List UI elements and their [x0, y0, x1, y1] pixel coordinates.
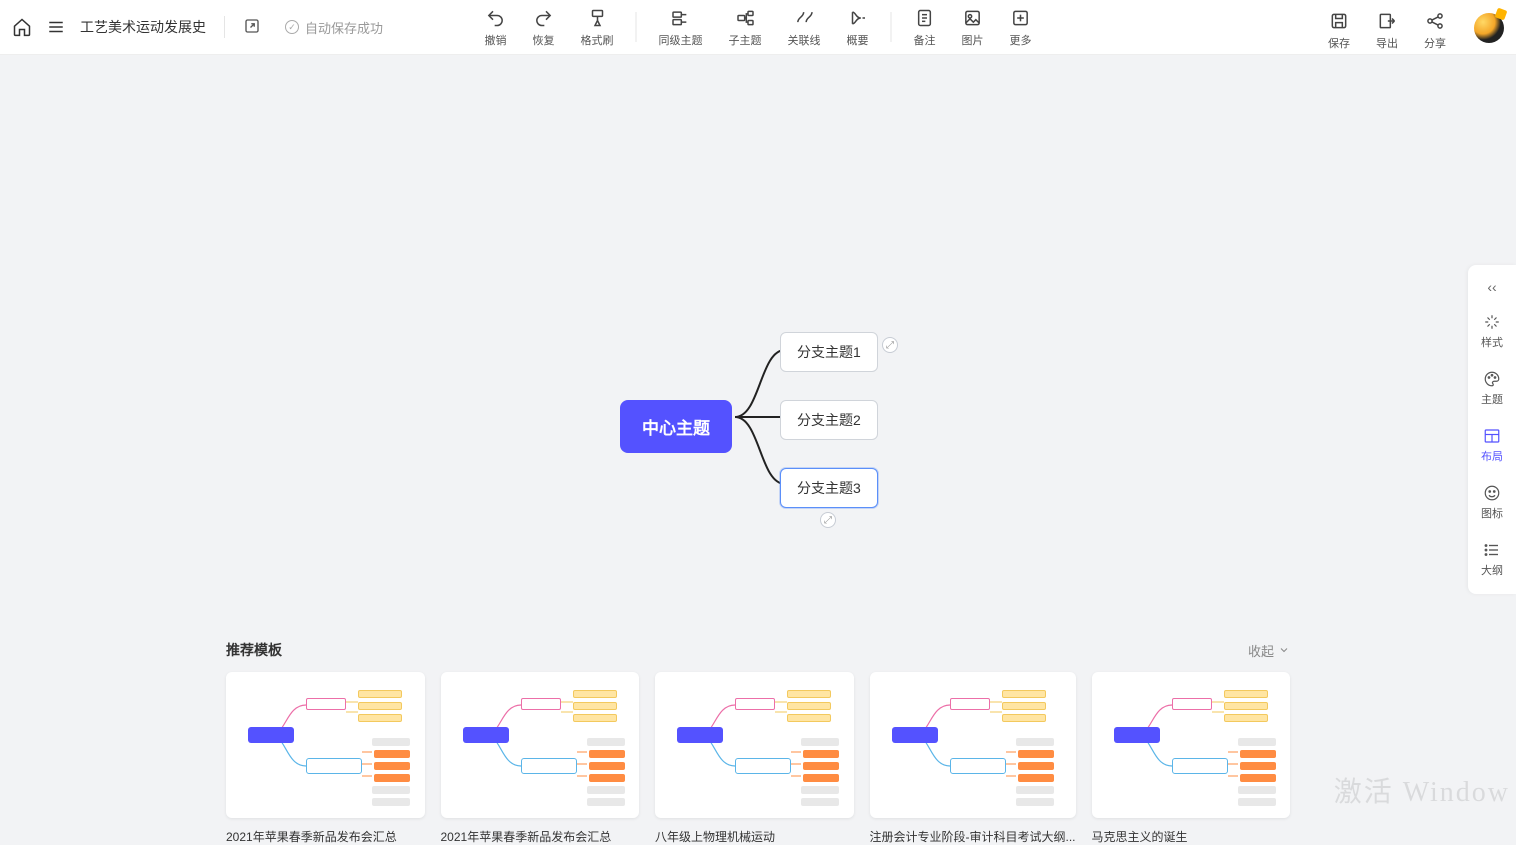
plus-icon [1011, 8, 1031, 28]
side-item-style[interactable]: 样式 [1468, 305, 1516, 358]
template-card[interactable]: 2021年苹果春季新品发布会汇总 [441, 672, 640, 845]
link-button[interactable]: 关联线 [776, 8, 833, 48]
save-icon [1329, 11, 1349, 31]
autosave-text: 自动保存成功 [305, 18, 383, 37]
layout-icon [1483, 427, 1501, 445]
emoji-icon [1483, 484, 1501, 502]
popout-icon[interactable] [243, 17, 263, 37]
side-item-outline[interactable]: 大纲 [1468, 533, 1516, 586]
list-icon [1483, 541, 1501, 559]
sparkle-icon [1483, 313, 1501, 331]
format-painter-button[interactable]: 格式刷 [569, 8, 626, 48]
templates-collapse-button[interactable]: 收起 [1248, 641, 1290, 660]
redo-button[interactable]: 恢复 [521, 8, 567, 48]
note-button[interactable]: 备注 [902, 8, 948, 48]
divider [224, 16, 225, 38]
template-card[interactable]: 马克思主义的诞生 [1092, 672, 1291, 845]
templates-row: 2021年苹果春季新品发布会汇总 2021年苹果春季新品发布会汇总 [226, 672, 1290, 845]
hamburger-icon[interactable] [46, 17, 66, 37]
windows-watermark: 激活 Window [1334, 770, 1510, 810]
template-card[interactable]: 注册会计专业阶段-审计科目考试大纲... [870, 672, 1076, 845]
chevron-down-icon [1278, 644, 1290, 656]
templates-title: 推荐模板 [226, 640, 282, 660]
undo-button[interactable]: 撤销 [473, 8, 519, 48]
toolbar: 工艺美术运动发展史 ✓ 自动保存成功 撤销 恢复 格式刷 同级主题 子主题 关联… [0, 0, 1516, 55]
mindmap-branch-1[interactable]: 分支主题1 [780, 332, 878, 372]
template-thumbnail [1092, 672, 1291, 818]
toolbar-left: 工艺美术运动发展史 ✓ 自动保存成功 [12, 16, 383, 38]
template-thumbnail [441, 672, 640, 818]
template-thumbnail [226, 672, 425, 818]
templates-section: 推荐模板 收起 2021年苹果春季新品发布会汇总 [226, 640, 1290, 845]
summary-button[interactable]: 概要 [835, 8, 881, 48]
template-name: 注册会计专业阶段-审计科目考试大纲... [870, 828, 1076, 845]
template-card[interactable]: 2021年苹果春季新品发布会汇总 [226, 672, 425, 845]
side-item-icon[interactable]: 图标 [1468, 476, 1516, 529]
save-button[interactable]: 保存 [1316, 11, 1362, 51]
add-handle-icon[interactable]: ⤢ [882, 337, 898, 353]
template-name: 八年级上物理机械运动 [655, 828, 854, 845]
template-name: 2021年苹果春季新品发布会汇总 [441, 828, 640, 845]
share-icon [1425, 11, 1445, 31]
template-name: 马克思主义的诞生 [1092, 828, 1291, 845]
undo-icon [486, 8, 506, 28]
peer-topic-icon [671, 8, 691, 28]
redo-icon [534, 8, 554, 28]
autosave-status: ✓ 自动保存成功 [285, 18, 383, 37]
link-icon [794, 8, 814, 28]
side-item-layout[interactable]: 布局 [1468, 419, 1516, 472]
format-icon [587, 8, 607, 28]
toolbar-center: 撤销 恢复 格式刷 同级主题 子主题 关联线 概要 备注 图片 更多 [473, 0, 1044, 54]
template-thumbnail [655, 672, 854, 818]
toolbar-right: 保存 导出 分享 [1316, 3, 1504, 51]
side-item-theme[interactable]: 主题 [1468, 362, 1516, 415]
image-icon [963, 8, 983, 28]
summary-icon [848, 8, 868, 28]
panel-collapse-icon[interactable]: ‹‹ [1468, 273, 1516, 301]
share-button[interactable]: 分享 [1412, 11, 1458, 51]
export-icon [1377, 11, 1397, 31]
image-button[interactable]: 图片 [950, 8, 996, 48]
templates-header: 推荐模板 收起 [226, 640, 1290, 660]
mindmap-center-node[interactable]: 中心主题 [620, 400, 732, 453]
check-icon: ✓ [285, 20, 299, 34]
peer-topic-button[interactable]: 同级主题 [647, 8, 715, 48]
template-name: 2021年苹果春季新品发布会汇总 [226, 828, 425, 845]
side-panel: ‹‹ 样式 主题 布局 图标 大纲 [1468, 265, 1516, 594]
more-button[interactable]: 更多 [998, 8, 1044, 48]
child-topic-button[interactable]: 子主题 [717, 8, 774, 48]
user-avatar[interactable] [1474, 13, 1504, 43]
export-button[interactable]: 导出 [1364, 11, 1410, 51]
canvas[interactable]: 中心主题 分支主题1 分支主题2 分支主题3 ⤢ ⤢ ‹‹ 样式 主题 布局 图… [0, 55, 1516, 814]
template-card[interactable]: 八年级上物理机械运动 [655, 672, 854, 845]
mindmap-branch-2[interactable]: 分支主题2 [780, 400, 878, 440]
child-topic-icon [735, 8, 755, 28]
palette-icon [1483, 370, 1501, 388]
document-title[interactable]: 工艺美术运动发展史 [80, 17, 206, 37]
note-icon [915, 8, 935, 28]
add-handle-icon[interactable]: ⤢ [820, 512, 836, 528]
mindmap-branch-3[interactable]: 分支主题3 [780, 468, 878, 508]
template-thumbnail [870, 672, 1076, 818]
home-icon[interactable] [12, 17, 32, 37]
